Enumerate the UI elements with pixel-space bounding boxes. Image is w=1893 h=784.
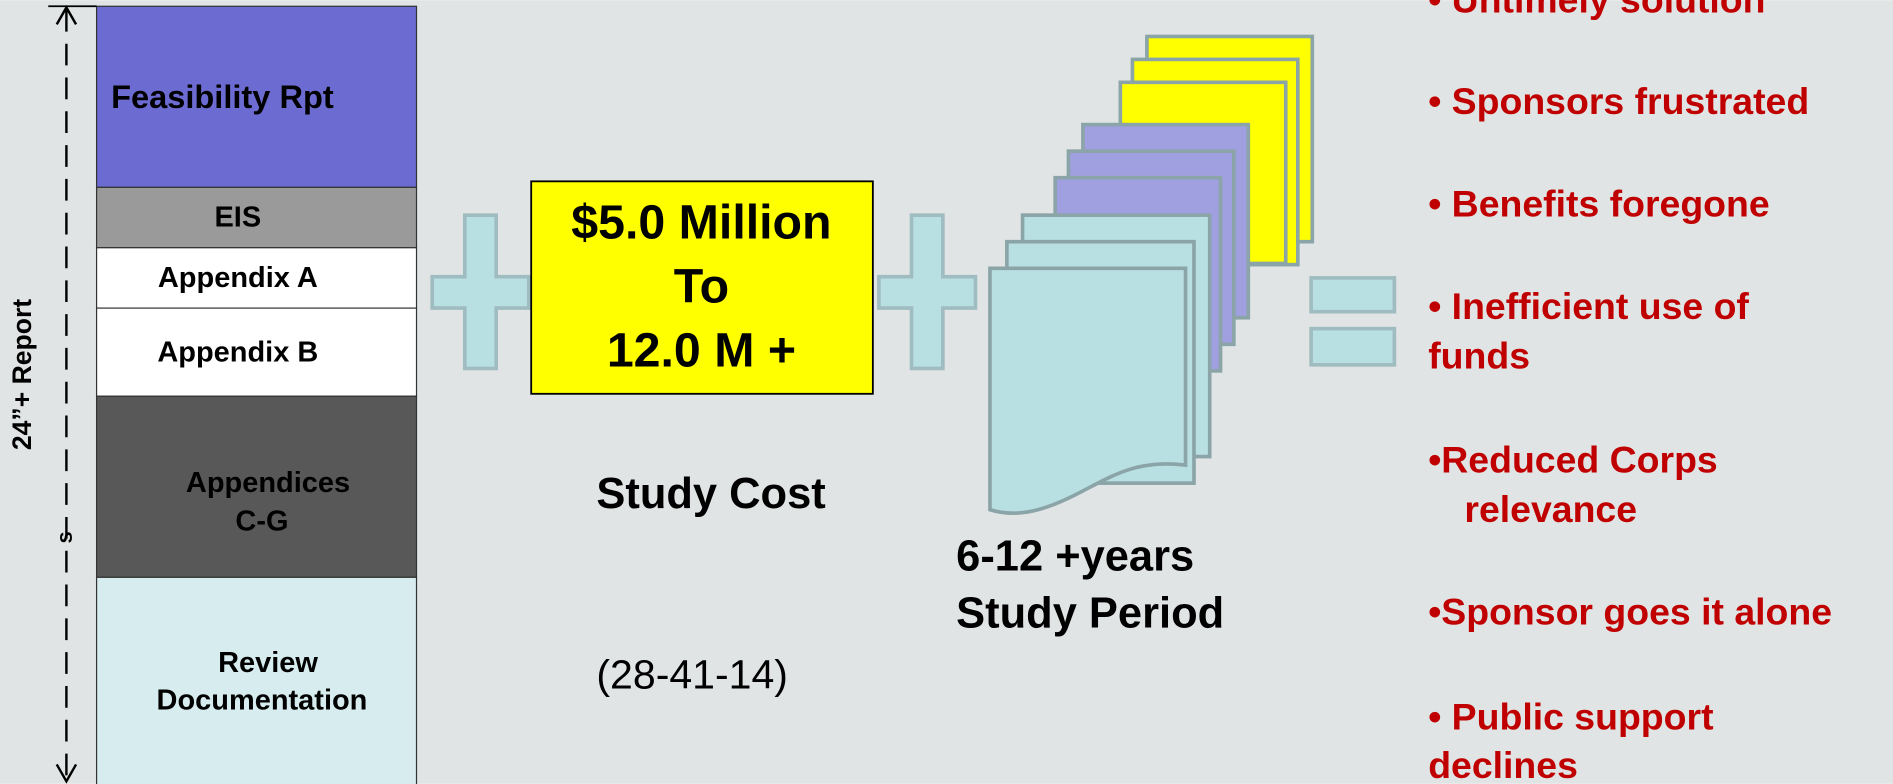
section-label: Appendices — [186, 467, 350, 499]
section — [95, 247, 418, 309]
stack-label: 24”+ Report — [7, 299, 37, 450]
equals-bar — [1309, 326, 1397, 367]
outcome: • Sponsors frustrated — [1428, 80, 1809, 122]
outcome: declines — [1428, 744, 1578, 784]
section-label: Appendix B — [157, 337, 318, 369]
outcome: relevance — [1464, 488, 1637, 530]
cost-line: $5.0 Million — [571, 196, 831, 250]
cost-label: Study Cost — [596, 470, 825, 518]
section-label: Documentation — [157, 684, 368, 716]
period-line: 6-12 +years — [956, 533, 1194, 581]
section — [95, 186, 418, 249]
outcome: •Reduced Corps — [1428, 439, 1718, 481]
outcome: • Benefits foregone — [1428, 183, 1769, 225]
section — [95, 576, 418, 784]
page-front — [988, 266, 1188, 516]
section — [95, 5, 418, 188]
outcome: • Inefficient use of — [1428, 285, 1749, 327]
arrowheads — [55, 5, 78, 784]
period-line: Study Period — [956, 589, 1224, 637]
section-label: Appendix A — [158, 262, 318, 294]
plus-sign — [877, 213, 978, 371]
cost-code: (28-41-14) — [596, 651, 788, 697]
equals-bar — [1309, 276, 1397, 314]
outcome: • Public support — [1428, 696, 1713, 738]
outcome: funds — [1428, 335, 1530, 377]
section-label: Feasibility Rpt — [111, 78, 334, 115]
cost-line: 12.0 M + — [607, 324, 796, 378]
stack-marker: s — [52, 531, 77, 543]
cost-box — [530, 180, 874, 395]
outcome: •Sponsor goes it alone — [1428, 591, 1832, 633]
cost-line: To — [674, 260, 729, 314]
section — [95, 307, 418, 397]
section-label: C-G — [235, 506, 288, 538]
plus-sign — [430, 213, 531, 371]
section-label: EIS — [214, 201, 261, 233]
documents — [988, 34, 1315, 516]
section-label: Review — [218, 647, 318, 679]
outcome: • Untimely solution — [1428, 0, 1765, 21]
